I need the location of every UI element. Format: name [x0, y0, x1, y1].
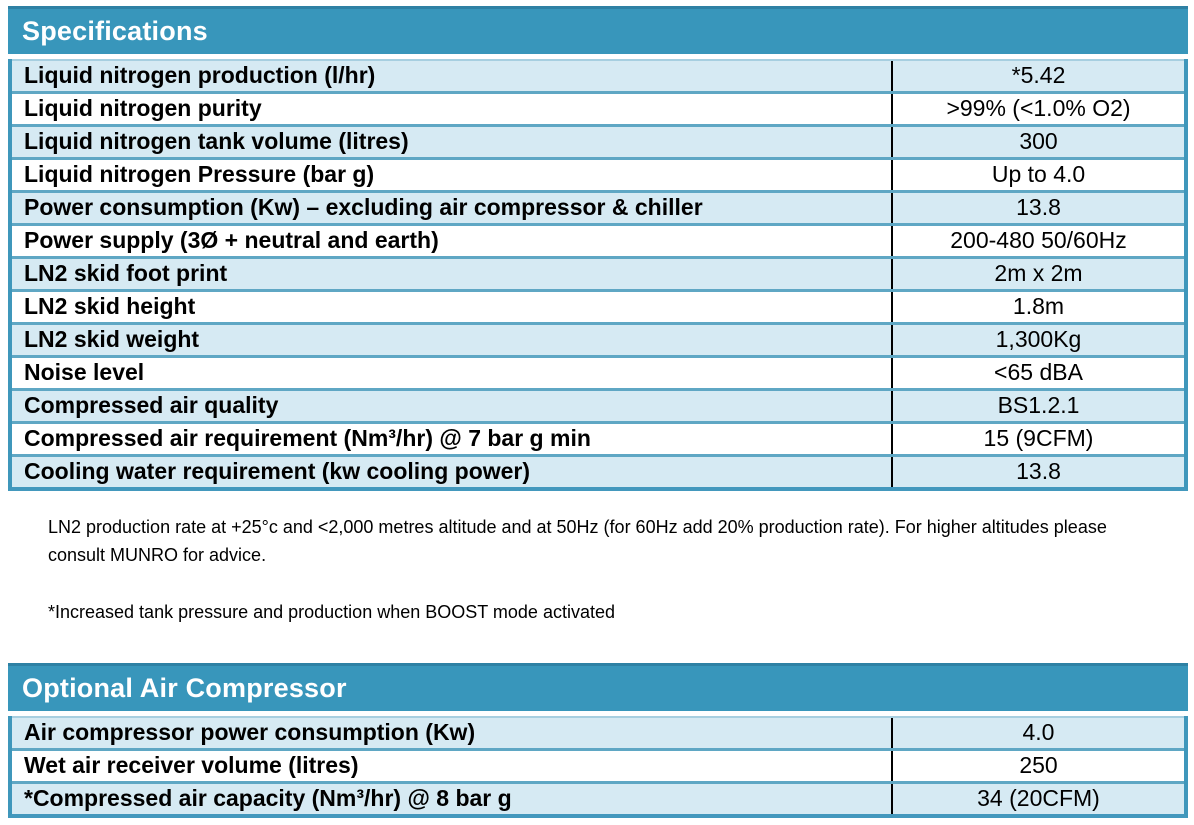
row-label: Air compressor power consumption (Kw)	[24, 719, 476, 745]
row-label: LN2 skid height	[24, 293, 196, 319]
table-row: Wet air receiver volume (litres) 250	[12, 748, 1184, 781]
table-row: Power supply (3Ø + neutral and earth) 200…	[12, 223, 1184, 256]
row-label: Wet air receiver volume (litres)	[24, 752, 359, 778]
table-row: Liquid nitrogen purity >99% (<1.0% O2)	[12, 91, 1184, 124]
table-row: LN2 skid foot print 2m x 2m	[12, 256, 1184, 289]
table-row: Liquid nitrogen tank volume (litres) 300	[12, 124, 1184, 157]
row-label: Liquid nitrogen Pressure (bar g)	[24, 161, 375, 187]
specifications-table: Liquid nitrogen production (l/hr) *5.42 Li…	[8, 59, 1188, 491]
row-value: >99% (<1.0% O2)	[891, 94, 1184, 124]
footnotes: LN2 production rate at +25°c and <2,000 …	[48, 513, 1188, 626]
table-row: Compressed air requirement (Nm³/hr) @ 7 …	[12, 421, 1184, 454]
row-label: LN2 skid weight	[24, 326, 200, 352]
row-value: 1.8m	[891, 292, 1184, 322]
boost-mode-note: *Increased tank pressure and production …	[48, 602, 615, 622]
row-value: 2m x 2m	[891, 259, 1184, 289]
row-value: *5.42	[891, 61, 1184, 91]
row-label: Compressed air requirement (Nm³/hr) @ 7 …	[24, 425, 591, 451]
row-label: Liquid nitrogen production (l/hr)	[24, 62, 376, 88]
row-value: BS1.2.1	[891, 391, 1184, 421]
table-row: Liquid nitrogen production (l/hr) *5.42	[12, 59, 1184, 91]
row-label: Power supply (3Ø + neutral and earth)	[24, 227, 439, 253]
row-value: 1,300Kg	[891, 325, 1184, 355]
table-row: Air compressor power consumption (Kw) 4.0	[12, 716, 1184, 748]
row-label: Liquid nitrogen tank volume (litres)	[24, 128, 409, 154]
row-value: 300	[891, 127, 1184, 157]
row-label: Noise level	[24, 359, 145, 385]
row-value: 34 (20CFM)	[891, 784, 1184, 814]
row-value: 15 (9CFM)	[891, 424, 1184, 454]
table-row: Compressed air quality BS1.2.1	[12, 388, 1184, 421]
row-value: Up to 4.0	[891, 160, 1184, 190]
table-row: Power consumption (Kw) – excluding air c…	[12, 190, 1184, 223]
row-label: Liquid nitrogen purity	[24, 95, 262, 121]
table-row: Cooling water requirement (kw cooling po…	[12, 454, 1184, 487]
table-row: LN2 skid height 1.8m	[12, 289, 1184, 322]
optional-air-compressor-table: Air compressor power consumption (Kw) 4.0…	[8, 716, 1188, 818]
row-label: Power consumption (Kw) – excluding air c…	[24, 194, 703, 220]
row-value: 13.8	[891, 193, 1184, 223]
table-row: Noise level <65 dBA	[12, 355, 1184, 388]
row-label: Compressed air quality	[24, 392, 279, 418]
table-row: *Compressed air capacity (Nm³/hr) @ 8 ba…	[12, 781, 1184, 814]
production-rate-note: LN2 production rate at +25°c and <2,000 …	[48, 517, 1107, 565]
row-value: 250	[891, 751, 1184, 781]
table-row: LN2 skid weight 1,300Kg	[12, 322, 1184, 355]
row-value: 13.8	[891, 457, 1184, 487]
row-label: LN2 skid foot print	[24, 260, 228, 286]
row-label: Cooling water requirement (kw cooling po…	[24, 458, 531, 484]
optional-air-compressor-section-header: Optional Air Compressor	[8, 663, 1188, 711]
table-row: Liquid nitrogen Pressure (bar g) Up to 4.…	[12, 157, 1184, 190]
row-value: 200-480 50/60Hz	[891, 226, 1184, 256]
specifications-section-header: Specifications	[8, 6, 1188, 54]
row-value: 4.0	[891, 718, 1184, 748]
row-value: <65 dBA	[891, 358, 1184, 388]
row-label: *Compressed air capacity (Nm³/hr) @ 8 ba…	[24, 785, 512, 811]
